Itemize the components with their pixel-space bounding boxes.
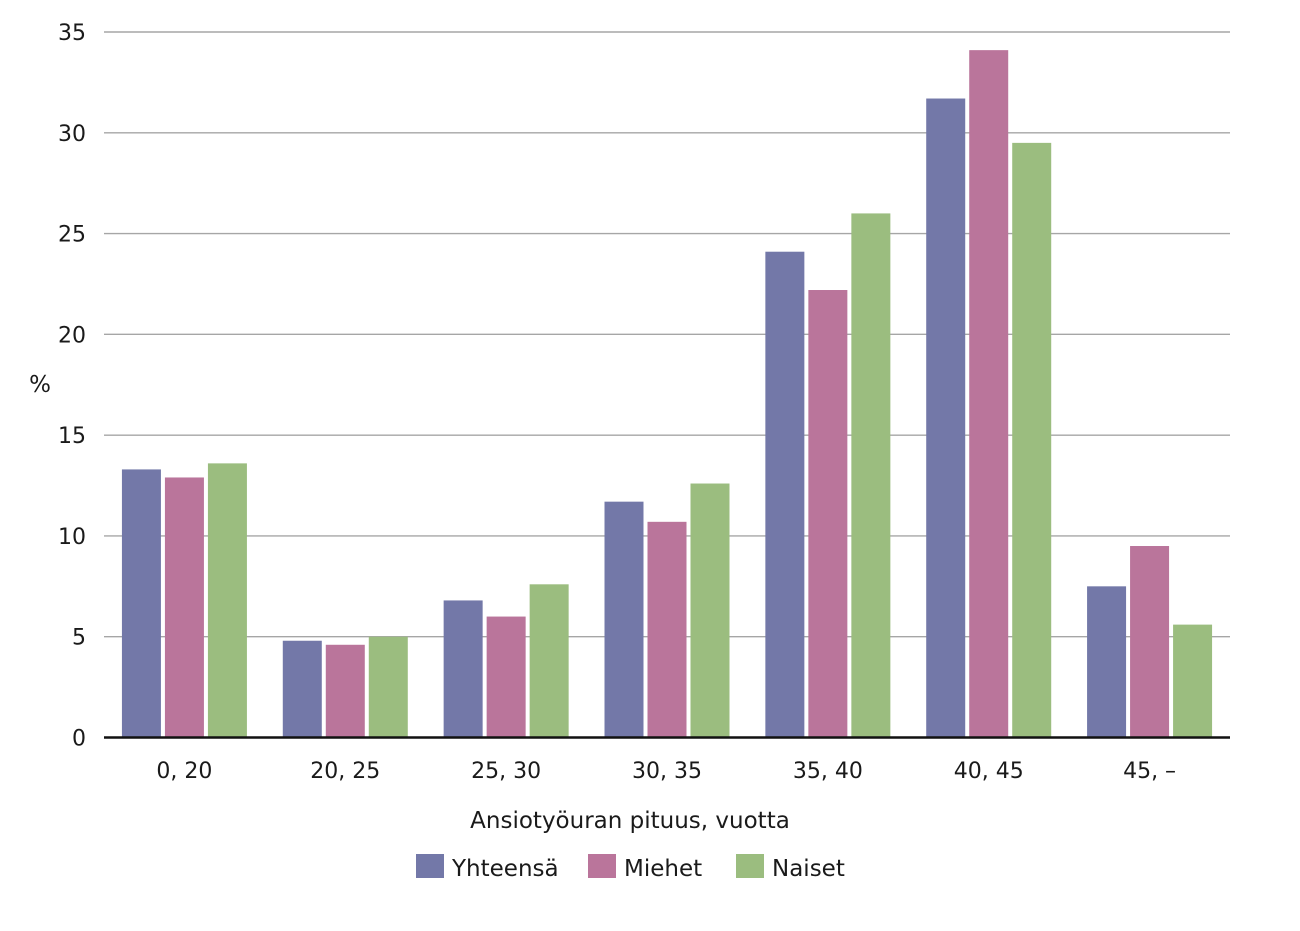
bar (529, 584, 569, 738)
bar (325, 644, 365, 738)
x-tick-label: 35, 40 (793, 759, 863, 784)
y-axis-label: % (29, 372, 51, 398)
bars (121, 50, 1213, 738)
legend-label: Yhteensä (451, 856, 559, 882)
bar (851, 213, 891, 738)
x-axis-label: Ansiotyöuran pituus, vuotta (470, 808, 790, 834)
y-tick-label: 5 (72, 626, 86, 651)
bar (443, 600, 483, 738)
bar (647, 521, 687, 738)
legend-swatch (588, 854, 616, 878)
y-tick-label: 35 (58, 21, 86, 46)
y-tick-label: 30 (58, 122, 86, 147)
legend-label: Naiset (772, 856, 845, 882)
bar (1130, 546, 1170, 738)
bar (969, 50, 1009, 738)
y-tick-label: 10 (58, 525, 86, 550)
bar (1087, 586, 1127, 738)
x-tick-label: 0, 20 (156, 759, 212, 784)
x-tick-label: 40, 45 (954, 759, 1024, 784)
bar (808, 290, 848, 738)
legend: Yhteensä Miehet Naiset (416, 854, 845, 882)
y-tick-label: 25 (58, 223, 86, 248)
gridlines (104, 31, 1230, 638)
legend-label: Miehet (624, 856, 702, 882)
y-tick-label: 0 (72, 727, 86, 752)
bar (604, 501, 644, 738)
y-axis-ticks: 0 5 10 15 20 25 30 35 (58, 21, 86, 752)
legend-swatch (416, 854, 444, 878)
y-tick-label: 15 (58, 424, 86, 449)
x-axis-categories: 0, 20 20, 25 25, 30 30, 35 35, 40 40, 45 45, – (156, 759, 1176, 784)
bar (1012, 142, 1052, 738)
bar (164, 477, 204, 738)
x-tick-label: 20, 25 (310, 759, 380, 784)
bar (486, 616, 526, 738)
bar (690, 483, 730, 738)
legend-swatch (736, 854, 764, 878)
bar (121, 469, 161, 738)
bar (1173, 624, 1213, 738)
x-tick-label: 25, 30 (471, 759, 541, 784)
x-tick-label: 45, – (1123, 759, 1176, 784)
bar (926, 98, 966, 738)
bar (368, 636, 408, 738)
x-tick-label: 30, 35 (632, 759, 702, 784)
bar (765, 251, 805, 738)
bar (282, 640, 322, 738)
y-tick-label: 20 (58, 323, 86, 348)
bar (207, 463, 247, 738)
